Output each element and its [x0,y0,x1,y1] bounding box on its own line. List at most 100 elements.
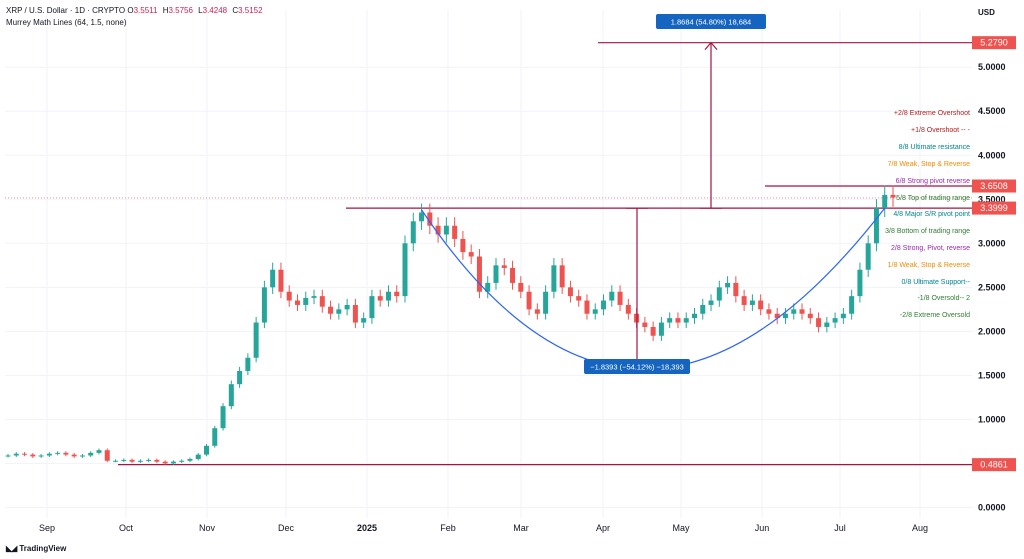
ohlc-values: O3.5511 H3.5756 L3.4248 C3.5152 [127,6,265,15]
ohlc-key-l: L [195,6,203,15]
ohlc-value-c: 3.5152 [238,6,263,15]
candle-body [71,454,77,457]
candle-body [129,459,135,462]
symbol-legend[interactable]: XRP / U.S. Dollar · 1D · CRYPTO O3.5511 … [6,6,266,15]
candle-body [88,452,94,456]
candle-body [543,291,549,314]
tradingview-brand: ◣◢ TradingView [6,544,66,553]
mml-level-label: +2/8 Extreme Overshoot [894,110,970,117]
candle-body [55,452,61,454]
x-tick-label: Apr [596,523,610,533]
x-tick-label: Nov [199,523,216,533]
x-tick-label: Jul [834,523,846,533]
x-tick-label: Mar [513,523,529,533]
mml-level-label: 4/8 Major S/R pivot point [893,211,970,218]
y-tick-label: 3.0000 [978,238,1006,248]
candle-body [113,460,119,462]
price-tag [972,36,1016,50]
mml-level-label: +1/8 Overshoot -- - [911,127,971,134]
x-tick-label: Dec [278,523,295,533]
candle-body [204,445,210,455]
candle-body [741,296,747,305]
ohlc-value-h: 3.5756 [168,6,193,15]
brand-label: TradingView [19,544,67,553]
candle-body [725,282,731,288]
ohlc-value-o: 3.5511 [133,6,158,15]
candle-body [601,300,607,310]
price-tag [972,179,1016,193]
candle-body [452,225,458,239]
candle-body [104,450,110,461]
murrey-math-labels: +2/8 Extreme Overshoot +1/8 Overshoot -- … [885,110,971,319]
y-tick-label: 3.5000 [978,194,1006,204]
candle-body [394,291,400,297]
rounded-bottom-curve [421,207,886,370]
candle-body [311,296,317,298]
candle-body [857,269,863,297]
candle-body [691,313,697,319]
candle-body [245,357,251,371]
price-tag [972,201,1016,215]
candle-body [650,326,656,336]
candle-body [253,322,259,358]
y-tick-label: 5.0000 [978,62,1006,72]
candle-body [179,460,185,462]
mml-level-label: -1/8 Oversold-- 2 [917,295,970,302]
candle-body [791,309,797,314]
candle-body [278,269,284,292]
time-axis: Sep Oct Nov Dec 2025 Feb Mar Apr May Jun Jul Aug [39,523,928,533]
candle-body [882,194,888,209]
candle-body [667,318,673,323]
mml-level-label: -2/8 Extreme Oversold [900,312,970,319]
candle-body [468,252,474,257]
candle-body [435,225,441,235]
candle-body [5,455,11,457]
candle-body [559,265,565,288]
grid-layer [5,10,972,518]
candle-body [460,238,466,253]
mml-level-label: 6/8 Strong pivot reverse [896,178,970,185]
indicator-legend[interactable]: Murrey Math Lines (64, 1.5, none) [6,18,127,27]
price-axis: 0.00000.50001.00001.50002.00002.50003.00… [972,36,1016,512]
currency-label: USD [978,8,995,17]
candle-body [220,406,226,429]
ohlc-key-o: O [127,6,134,15]
ohlc-value-l: 3.4248 [202,6,228,15]
candle-body [63,452,69,455]
candle-body [96,450,102,453]
y-tick-label: 1.0000 [978,414,1006,424]
candle-body [642,322,648,327]
candle-body [716,287,722,301]
candle-body [187,459,193,461]
candle-body [799,309,805,314]
candle-body [534,309,540,314]
candle-body [294,300,300,305]
y-tick-label: 4.0000 [978,150,1006,160]
candle-body [849,296,855,314]
candle-body [427,212,433,226]
ohlc-key-h: H [160,6,169,15]
candle-body [865,243,871,270]
candle-body [137,460,143,462]
candle-body [526,291,532,310]
candle-body [840,313,846,319]
y-tick-label: 2.0000 [978,326,1006,336]
candle-body [121,459,127,461]
mml-level-label: 7/8 Weak, Stop & Reverse [888,161,970,168]
candle-body [749,300,755,305]
candle-body [832,318,838,323]
measure-down-badge [584,359,690,374]
mml-level-label: 5/8 Top of trading range [896,195,970,202]
candle-body [328,306,334,314]
y-tick-label: 1.5000 [978,370,1006,380]
candle-body [270,269,276,288]
mml-level-label: 2/8 Strong, Pivot, reverse [891,245,970,252]
price-tag-label: 3.3999 [980,203,1008,213]
candle-body [361,318,367,323]
y-tick-label: 0.0000 [978,502,1006,512]
x-tick-label: May [672,523,690,533]
candle-body [195,454,201,460]
candle-body [46,453,52,456]
ohlc-key-c: C [230,6,239,15]
